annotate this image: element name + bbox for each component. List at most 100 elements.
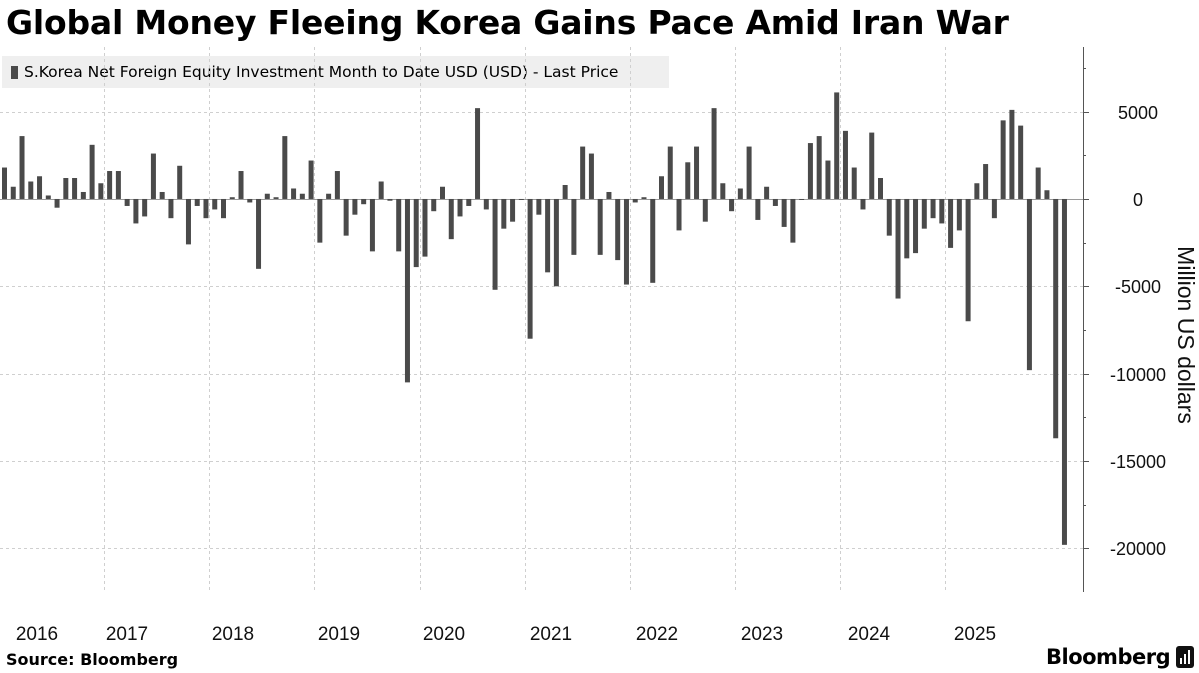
grid-layer	[0, 47, 1083, 592]
bar	[185, 198, 191, 245]
bar	[308, 160, 314, 199]
bar	[63, 178, 69, 199]
bar	[536, 198, 542, 215]
bar	[98, 183, 104, 199]
bar	[475, 108, 481, 199]
x-tick-label: 2024	[848, 624, 891, 645]
bar	[1018, 125, 1024, 199]
bar	[343, 198, 349, 236]
bar	[746, 146, 752, 199]
bar	[326, 193, 332, 199]
bar	[159, 191, 165, 199]
bar	[352, 198, 358, 215]
bar	[247, 198, 253, 203]
bar	[956, 198, 962, 231]
bar	[37, 176, 43, 199]
x-tick-label: 2016	[16, 624, 58, 645]
bars-layer	[2, 92, 1067, 545]
bar	[921, 198, 927, 229]
bar	[527, 198, 533, 339]
bar	[466, 198, 472, 206]
bar	[685, 162, 691, 199]
bar	[483, 198, 489, 210]
bar	[492, 198, 498, 290]
bar	[378, 181, 384, 199]
bar	[2, 167, 7, 199]
axis-layer: 5000 0 -5000 -10000 -15000 -20000 2016 2017 2018…	[16, 47, 1166, 645]
bar	[869, 132, 875, 199]
bloomberg-logo: Bloomberg	[1046, 645, 1195, 669]
bar	[10, 186, 16, 199]
y-tick-label: -5000	[1115, 277, 1161, 297]
bar	[28, 181, 34, 199]
bar	[124, 198, 130, 206]
bar	[790, 198, 796, 243]
bar	[615, 198, 621, 261]
bar	[878, 178, 883, 199]
bar	[440, 186, 445, 199]
x-tick-label: 2019	[318, 624, 360, 645]
bar	[45, 195, 51, 199]
bar	[939, 198, 945, 224]
bar	[991, 198, 997, 219]
bar	[1000, 120, 1006, 199]
bar	[825, 160, 831, 199]
bar	[694, 146, 700, 199]
bar	[965, 198, 971, 322]
bar	[19, 136, 25, 199]
bar	[510, 198, 516, 222]
bar	[518, 198, 524, 200]
bar	[115, 171, 121, 199]
bar	[396, 198, 402, 252]
bar	[711, 108, 717, 199]
y-tick-label: -10000	[1110, 365, 1166, 385]
bar	[983, 164, 989, 199]
bar	[632, 198, 638, 203]
source-note: Source: Bloomberg	[6, 650, 179, 669]
bar	[1053, 198, 1059, 439]
bar	[291, 188, 297, 199]
bar	[799, 198, 805, 200]
bar	[606, 191, 612, 199]
y-tick-label: -20000	[1110, 539, 1166, 559]
bar	[256, 198, 262, 269]
bar	[431, 198, 437, 212]
bar	[659, 176, 664, 199]
bloomberg-terminal-icon	[1176, 646, 1195, 668]
bar	[772, 198, 778, 206]
bar	[317, 198, 323, 243]
bar	[282, 136, 288, 199]
bar	[580, 146, 586, 199]
bar	[168, 198, 174, 219]
bar	[930, 198, 936, 219]
bar	[448, 198, 454, 240]
bar	[974, 183, 980, 199]
legend-swatch	[11, 65, 18, 79]
bar	[299, 193, 305, 199]
bar	[834, 92, 840, 199]
bar	[588, 153, 594, 199]
y-axis-label: Million US dollars	[1173, 246, 1199, 424]
bar	[667, 146, 673, 199]
bar	[142, 198, 148, 217]
bar	[369, 198, 375, 252]
bar	[913, 198, 919, 254]
bar	[387, 198, 393, 201]
bar	[562, 185, 568, 199]
bar	[737, 188, 743, 199]
bar	[221, 198, 226, 219]
x-tick-label: 2025	[954, 624, 996, 645]
bar	[676, 198, 682, 231]
bar	[904, 198, 910, 259]
bar	[229, 197, 235, 199]
x-tick-label: 2021	[530, 624, 572, 645]
bar	[1026, 198, 1032, 371]
bar	[851, 167, 857, 199]
bar	[1035, 167, 1041, 199]
bar	[501, 198, 507, 229]
x-tick-label: 2017	[106, 624, 148, 645]
bar	[361, 198, 367, 205]
legend: S.Korea Net Foreign Equity Investment Mo…	[2, 56, 669, 88]
bar	[150, 153, 156, 199]
